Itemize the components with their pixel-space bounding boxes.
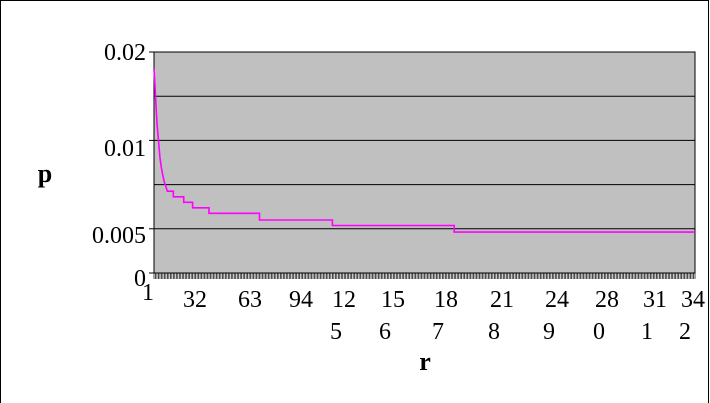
x-tick-label: 28 xyxy=(595,287,619,313)
y-axis-ticks: 0 0.005 0.01 0.02 xyxy=(92,40,154,292)
y-tick-label: 0.005 xyxy=(92,223,146,249)
series-line xyxy=(153,68,695,233)
y-axis-title: p xyxy=(38,159,52,188)
x-tick-label: 94 xyxy=(289,287,313,313)
x-tick-label: 21 xyxy=(490,287,514,313)
y-tick-label: 0.01 xyxy=(104,136,146,162)
x-tick-label: 12 xyxy=(332,287,356,313)
x-tick-label-wrapped: 7 xyxy=(432,319,444,345)
x-tick-label-wrapped: 9 xyxy=(543,319,555,345)
x-tick-label-wrapped: 1 xyxy=(641,319,653,345)
x-tick-label: 1 xyxy=(142,280,154,306)
gridlines xyxy=(154,95,695,230)
y-tick-label: 0.02 xyxy=(104,40,146,66)
x-tick-label-wrapped: 6 xyxy=(379,319,391,345)
plot-area xyxy=(153,51,696,274)
x-tick-label: 63 xyxy=(238,287,262,313)
x-tick-label-wrapped: 8 xyxy=(488,319,500,345)
x-axis-title: r xyxy=(419,347,431,376)
x-tick-label-wrapped: 2 xyxy=(679,319,691,345)
x-tick-label: 18 xyxy=(434,287,458,313)
x-tick-label: 24 xyxy=(545,287,569,313)
x-tick-label-wrapped: 5 xyxy=(330,319,342,345)
x-tick-label: 15 xyxy=(381,287,405,313)
label-clip-mask xyxy=(300,341,700,355)
x-tick-label-wrapped: 0 xyxy=(593,319,605,345)
x-tick-label: 31 xyxy=(643,287,667,313)
series-layer xyxy=(153,68,695,233)
y-tick-label: 0 xyxy=(134,266,146,292)
x-tick-label: 32 xyxy=(183,287,207,313)
x-tick-label: 34 xyxy=(681,287,705,313)
